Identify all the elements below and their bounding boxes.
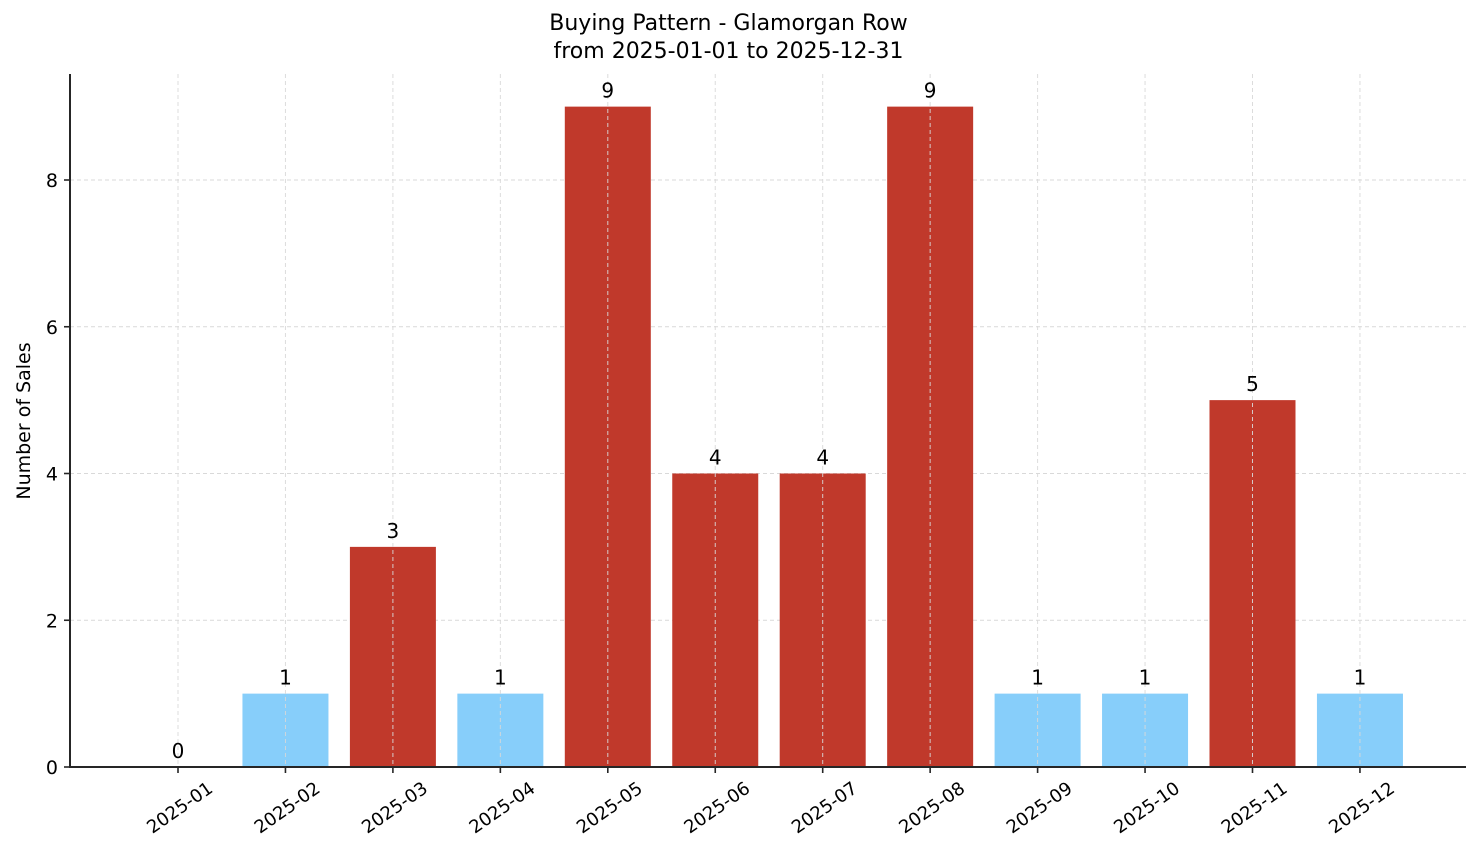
data-label: 0 xyxy=(172,739,185,763)
x-tick-label: 2025-02 xyxy=(251,778,325,838)
x-tick-label: 2025-04 xyxy=(466,778,540,838)
y-axis-label: Number of Sales xyxy=(13,342,35,499)
data-label: 1 xyxy=(494,666,507,690)
x-tick-label: 2025-12 xyxy=(1325,778,1399,838)
x-tick-label: 2025-06 xyxy=(680,778,754,838)
chart-title: Buying Pattern - Glamorgan Row from 2025… xyxy=(0,10,1469,66)
data-label: 1 xyxy=(1139,666,1152,690)
y-tick-label: 4 xyxy=(46,464,58,486)
chart-subtitle: from 2025-01-01 to 2025-12-31 xyxy=(553,39,904,64)
chart-title-main: Buying Pattern - Glamorgan Row xyxy=(549,11,908,36)
data-label: 9 xyxy=(601,79,614,103)
x-tick-label: 2025-11 xyxy=(1218,778,1292,838)
data-label: 3 xyxy=(387,519,400,543)
bars xyxy=(242,106,1403,767)
x-tick-label: 2025-08 xyxy=(895,778,969,838)
y-tick-label: 2 xyxy=(46,610,58,632)
data-label: 9 xyxy=(924,79,937,103)
bar-2025-08 xyxy=(887,106,974,767)
data-labels: 0 1 3 1 9 4 4 9 1 1 5 1 xyxy=(172,74,1367,767)
data-label: 4 xyxy=(709,446,722,470)
y-tick-label: 0 xyxy=(46,757,58,779)
x-tick-label: 2025-07 xyxy=(788,778,862,838)
data-label: 1 xyxy=(279,666,292,690)
x-tick-label: 2025-03 xyxy=(358,778,432,838)
bar-2025-05 xyxy=(564,106,651,767)
data-label: 1 xyxy=(1354,666,1367,690)
y-tick-label: 6 xyxy=(46,317,58,339)
x-tick-label: 2025-09 xyxy=(1003,778,1077,838)
x-tick-label: 2025-10 xyxy=(1110,778,1184,838)
data-label: 4 xyxy=(816,446,829,470)
y-tick-label: 8 xyxy=(46,170,58,192)
data-label: 1 xyxy=(1031,666,1044,690)
x-tick-label: 2025-01 xyxy=(143,778,217,838)
data-label: 5 xyxy=(1246,372,1259,396)
x-tick-label: 2025-05 xyxy=(573,778,647,838)
